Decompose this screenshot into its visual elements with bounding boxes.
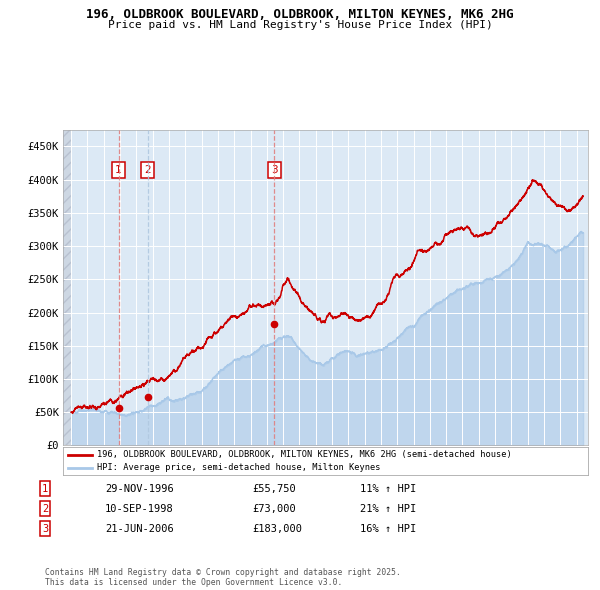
Text: £55,750: £55,750: [252, 484, 296, 493]
Text: 21% ↑ HPI: 21% ↑ HPI: [360, 504, 416, 513]
Bar: [63, 130, 71, 445]
Text: 11% ↑ HPI: 11% ↑ HPI: [360, 484, 416, 493]
Text: Price paid vs. HM Land Registry's House Price Index (HPI): Price paid vs. HM Land Registry's House …: [107, 20, 493, 30]
Text: HPI: Average price, semi-detached house, Milton Keynes: HPI: Average price, semi-detached house,…: [97, 463, 380, 473]
Text: 16% ↑ HPI: 16% ↑ HPI: [360, 524, 416, 533]
Text: 1: 1: [115, 165, 122, 175]
Text: Contains HM Land Registry data © Crown copyright and database right 2025.
This d: Contains HM Land Registry data © Crown c…: [45, 568, 401, 587]
Text: 3: 3: [271, 165, 278, 175]
Text: 21-JUN-2006: 21-JUN-2006: [105, 524, 174, 533]
Text: 1: 1: [42, 484, 48, 493]
Text: 2: 2: [42, 504, 48, 513]
Text: 196, OLDBROOK BOULEVARD, OLDBROOK, MILTON KEYNES, MK6 2HG (semi-detached house): 196, OLDBROOK BOULEVARD, OLDBROOK, MILTO…: [97, 450, 512, 459]
Text: £73,000: £73,000: [252, 504, 296, 513]
Text: 3: 3: [42, 524, 48, 533]
Text: 196, OLDBROOK BOULEVARD, OLDBROOK, MILTON KEYNES, MK6 2HG: 196, OLDBROOK BOULEVARD, OLDBROOK, MILTO…: [86, 8, 514, 21]
Text: 29-NOV-1996: 29-NOV-1996: [105, 484, 174, 493]
Text: 2: 2: [145, 165, 151, 175]
Text: £183,000: £183,000: [252, 524, 302, 533]
Text: 10-SEP-1998: 10-SEP-1998: [105, 504, 174, 513]
